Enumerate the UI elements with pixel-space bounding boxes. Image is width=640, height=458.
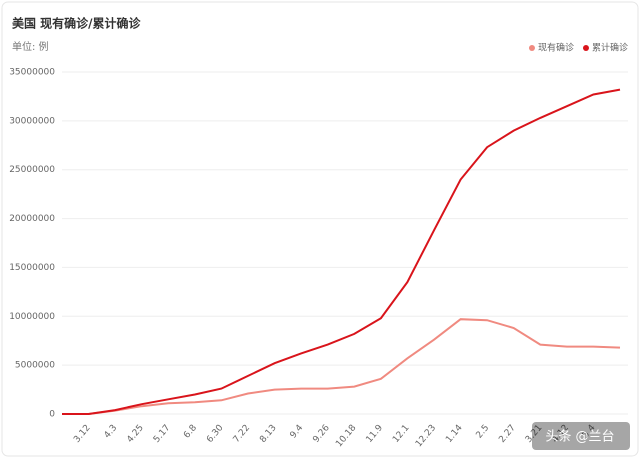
- watermark: 头条 @兰台: [545, 429, 614, 445]
- y-tick-label: 30000000: [9, 116, 55, 126]
- y-tick-label: 15000000: [9, 263, 55, 273]
- line-series: [62, 318, 621, 415]
- chart-subtitle: 单位: 例: [12, 40, 49, 53]
- legend-label: 现有确诊: [538, 42, 574, 54]
- y-tick-label: 20000000: [9, 214, 55, 224]
- y-tick-label: 35000000: [9, 68, 55, 78]
- y-tick-label: 0: [49, 410, 55, 420]
- y-tick-label: 10000000: [9, 312, 55, 322]
- watermark-bg: [532, 422, 630, 450]
- legend-marker: [582, 45, 589, 51]
- y-tick-label: 25000000: [9, 165, 55, 175]
- legend-marker: [528, 45, 535, 51]
- y-tick-label: 5000000: [15, 361, 55, 371]
- legend-label: 累计确诊: [592, 42, 628, 54]
- line-series: [62, 88, 621, 415]
- chart-title: 美国 现有确诊/累计确诊: [12, 16, 142, 31]
